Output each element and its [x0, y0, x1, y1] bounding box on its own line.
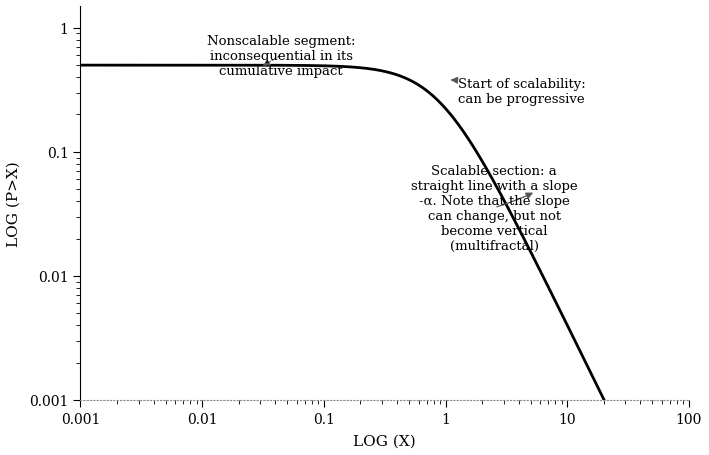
Text: Scalable section: a
straight line with a slope
-α. Note that the slope
can chang: Scalable section: a straight line with a…	[411, 164, 578, 252]
Text: Start of scalability:
can be progressive: Start of scalability: can be progressive	[452, 78, 586, 106]
Text: Nonscalable segment:
inconsequential in its
cumulative impact: Nonscalable segment: inconsequential in …	[207, 35, 355, 77]
Y-axis label: LOG (P>X): LOG (P>X)	[7, 161, 21, 246]
X-axis label: LOG (X): LOG (X)	[353, 434, 416, 448]
